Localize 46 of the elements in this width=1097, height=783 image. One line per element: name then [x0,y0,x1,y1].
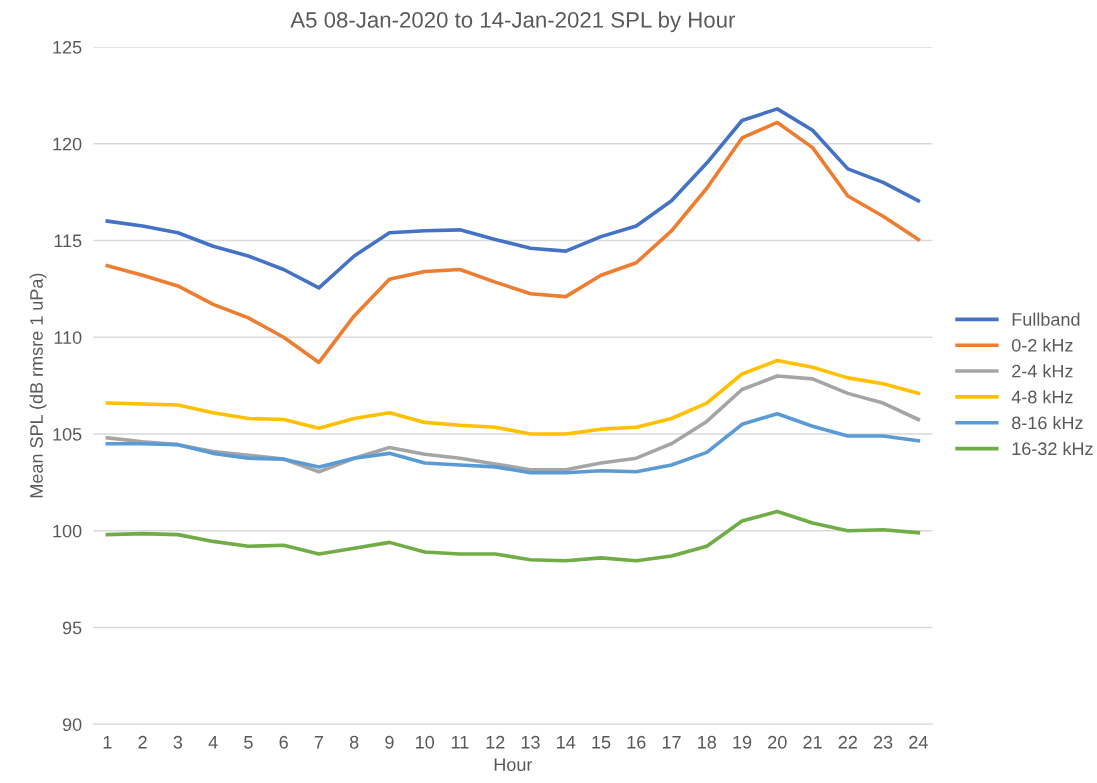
x-tick-label: 5 [244,736,253,749]
x-tick-label: 22 [838,735,857,749]
x-tick-label: 23 [873,735,893,749]
x-tick-label: 2 [138,735,147,749]
x-tick-label: 21 [803,735,822,749]
x-tick-label: 8 [349,735,359,749]
y-tick-label: 105 [53,427,82,441]
chart-title: A5 08-Jan-2020 to 14-Jan-2021 SPL by Hour [290,11,736,33]
y-tick-label: 95 [62,621,82,635]
line-series [105,358,921,436]
line-series [105,120,921,365]
y-tick-label: 120 [53,137,82,151]
x-tick-label: 6 [279,735,288,749]
legend-label: Fullband [1012,312,1080,326]
x-tick-label: 3 [173,735,183,749]
x-tick-label: 13 [521,735,540,749]
x-tick-label: 10 [416,735,435,749]
x-tick-label: 4 [208,736,218,749]
line-series [105,411,921,475]
x-tick-label: 16 [627,735,646,749]
y-tick-label: 115 [54,234,82,248]
x-tick-label: 11 [451,736,469,749]
x-tick-label: 7 [314,736,324,749]
y-axis-title: Mean SPL (dB rmsre 1 uPa) [29,273,47,498]
y-tick-label: 125 [53,40,82,54]
y-tick-label: 110 [54,331,82,344]
x-tick-label: 20 [768,735,787,749]
x-tick-label: 9 [385,735,394,749]
legend-label: 2-4 kHz [1012,364,1073,378]
legend-label: 4-8 kHz [1011,390,1073,404]
y-tick-label: 100 [53,524,82,538]
x-tick-label: 18 [698,735,717,749]
x-axis-title: Hour [494,758,533,772]
x-tick-label: 17 [662,736,681,749]
line-series [105,107,921,290]
legend-label: 0-2 kHz [1011,338,1073,352]
x-tick-label: 14 [557,736,576,749]
legend-label: 16-32 kHz [1012,441,1093,456]
y-tick-label: 90 [62,718,82,731]
x-tick-label: 1 [103,736,112,749]
x-tick-label: 24 [909,735,928,749]
x-tick-label: 19 [733,735,752,749]
x-tick-label: 12 [486,735,505,749]
x-tick-label: 15 [592,736,611,749]
legend-label: 8-16 kHz [1012,416,1083,430]
line-series [105,509,921,563]
